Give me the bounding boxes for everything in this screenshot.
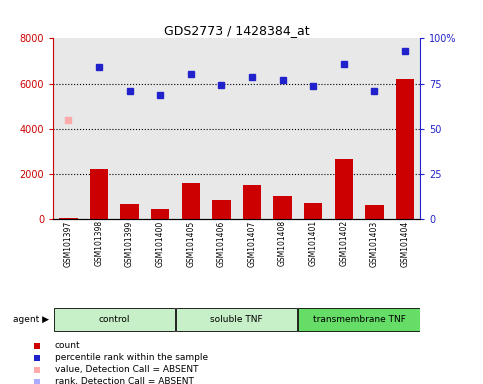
Text: soluble TNF: soluble TNF [211, 314, 263, 324]
Bar [212, 200, 230, 219]
Text: value, Detection Call = ABSENT: value, Detection Call = ABSENT [55, 365, 198, 374]
Bar [151, 209, 170, 219]
Text: transmembrane TNF: transmembrane TNF [313, 314, 405, 324]
Bar [182, 183, 200, 219]
Bar [365, 205, 384, 219]
Bar [120, 204, 139, 219]
Bar [243, 185, 261, 219]
Text: agent ▶: agent ▶ [13, 314, 49, 324]
Bar [396, 79, 414, 219]
Text: percentile rank within the sample: percentile rank within the sample [55, 353, 208, 362]
Bar [273, 196, 292, 219]
Title: GDS2773 / 1428384_at: GDS2773 / 1428384_at [164, 24, 310, 37]
Bar [90, 169, 108, 219]
Bar [176, 308, 297, 331]
Text: count: count [55, 341, 80, 350]
Text: rank, Detection Call = ABSENT: rank, Detection Call = ABSENT [55, 377, 194, 384]
Bar [304, 203, 322, 219]
Bar [335, 159, 353, 219]
Text: control: control [99, 314, 130, 324]
Bar [59, 218, 78, 219]
Bar [298, 308, 420, 331]
Bar [54, 308, 175, 331]
